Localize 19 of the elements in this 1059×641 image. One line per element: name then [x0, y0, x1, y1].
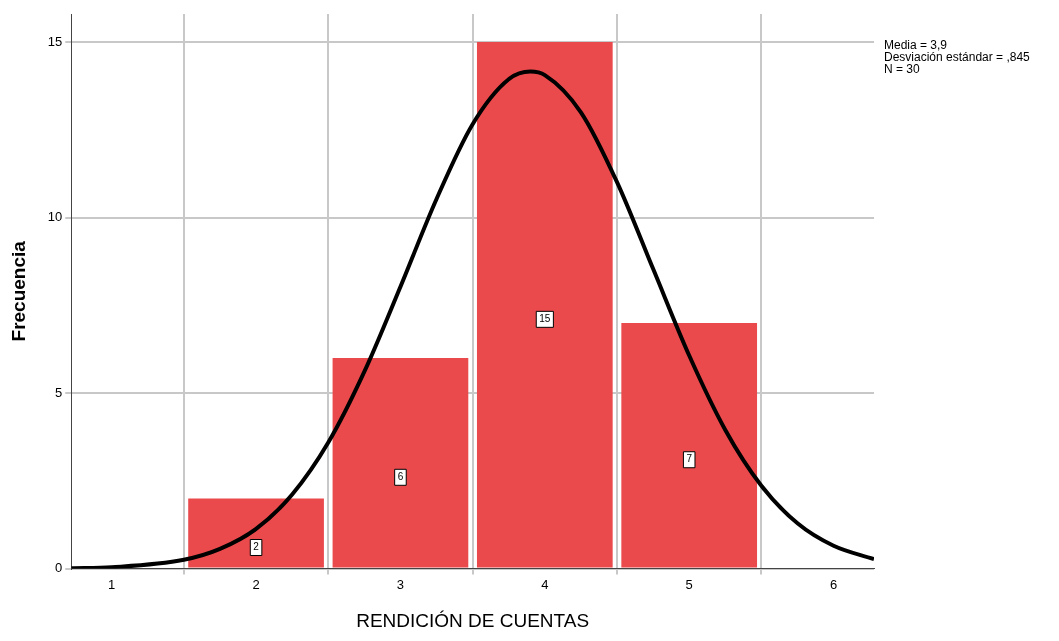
data-label: 7 — [686, 453, 693, 465]
x-tick-label: 1 — [108, 576, 116, 592]
text: Media = 3,9 — [884, 38, 948, 53]
text: N = 30 — [884, 62, 921, 77]
x-tick-label: 4 — [541, 576, 549, 592]
y-tick-label: 15 — [47, 33, 63, 49]
data-label: 15 — [539, 313, 551, 325]
y-tick-label: 10 — [47, 209, 63, 225]
data-label: 2 — [253, 541, 260, 553]
x-tick-label: 6 — [829, 576, 838, 592]
data-label: 6 — [397, 471, 404, 483]
y-axis-title: Frecuencia — [7, 240, 29, 342]
y-tick-label: 5 — [55, 384, 63, 400]
x-axis-title: RENDICIÓN DE CUENTAS — [356, 609, 590, 631]
x-tick-label: 5 — [685, 576, 693, 592]
x-tick-label: 3 — [396, 576, 405, 592]
text: Desviación estándar = ,845 — [884, 50, 1031, 65]
y-tick-label: 0 — [55, 560, 63, 576]
x-tick-label: 2 — [252, 576, 260, 592]
